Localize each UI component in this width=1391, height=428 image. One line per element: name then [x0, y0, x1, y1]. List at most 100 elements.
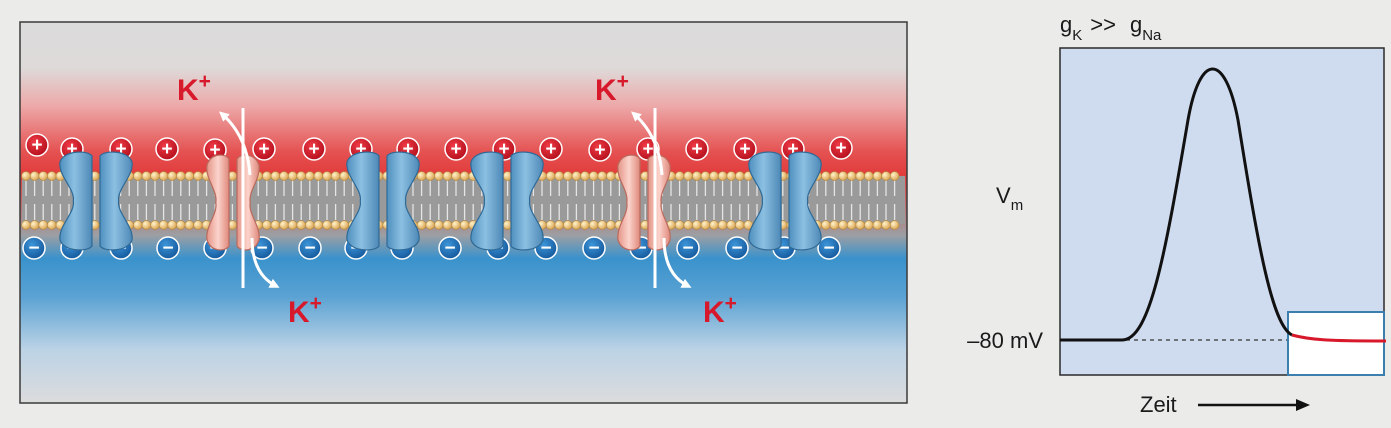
svg-text:+: + — [835, 138, 846, 159]
svg-text:+: + — [691, 139, 702, 160]
membrane-channel — [470, 151, 544, 251]
lipid-head — [296, 171, 306, 181]
lipid-head — [459, 171, 470, 181]
lipid-head — [193, 220, 203, 230]
lipid-head — [434, 171, 444, 181]
lipid-head — [735, 171, 745, 181]
anion: − — [725, 236, 749, 260]
svg-text:−: − — [444, 238, 455, 259]
after-hyperpolarization-box — [1287, 311, 1385, 376]
potassium-efflux: K+ K+ K+ K+ — [177, 70, 737, 329]
lipid-head — [683, 171, 693, 181]
lipid-head — [700, 220, 711, 230]
lipid-head — [262, 220, 272, 230]
lipid-head — [872, 171, 883, 181]
ion-label-inside: K+ — [703, 292, 737, 329]
lipid-head — [829, 220, 840, 230]
lipid-head — [279, 171, 289, 181]
svg-text:−: − — [304, 238, 315, 259]
svg-text:+: + — [739, 139, 750, 160]
lipid-head — [47, 171, 57, 181]
lipid-head — [29, 171, 40, 181]
lipid-head — [735, 220, 745, 230]
lipid-head — [563, 171, 573, 181]
lipid-head — [597, 220, 607, 230]
lipid-head — [571, 171, 582, 181]
membrane-panel: ++++++++++++++++++ −−−−−−−−−−−−−−−−−− K+… — [19, 21, 908, 404]
lipid-head — [150, 171, 160, 181]
anion: − — [676, 236, 700, 260]
graph-panel: gK >> gNa Vm –80 mV Zeit — [967, 12, 1387, 417]
svg-text:+: + — [545, 139, 556, 160]
lipid-head — [554, 220, 564, 230]
lipid-head — [889, 171, 900, 181]
svg-text:+: + — [642, 139, 653, 160]
svg-text:−: − — [588, 238, 599, 259]
lipid-head — [580, 220, 590, 230]
membrane-channel — [59, 151, 133, 251]
lipid-head — [554, 171, 564, 181]
lipid-head — [451, 171, 461, 181]
lipid-head — [683, 220, 693, 230]
efflux-arrow-out — [630, 111, 664, 176]
lipid-head — [709, 220, 719, 230]
lipid-head — [864, 220, 874, 230]
membrane-channel — [346, 151, 420, 251]
membrane-potential-axis-label: Vm — [996, 183, 1023, 214]
lipid-head — [133, 171, 143, 181]
svg-text:+: + — [594, 140, 605, 161]
lipid-head — [270, 171, 281, 181]
lipid-head — [838, 171, 848, 181]
after-hyperpolarization-trace — [1291, 333, 1387, 343]
lipid-head — [442, 220, 453, 230]
lipid-head — [821, 171, 831, 181]
lipid-head — [838, 220, 848, 230]
efflux-arrow-in — [250, 237, 280, 288]
anion: − — [22, 236, 46, 260]
lipid-head — [726, 171, 736, 181]
lipid-head — [717, 171, 728, 181]
svg-text:+: + — [308, 139, 319, 160]
lipid-head — [339, 220, 349, 230]
lipid-head — [416, 171, 427, 181]
lipid-head — [580, 171, 590, 181]
svg-text:+: + — [498, 139, 509, 160]
lipid-head — [38, 220, 48, 230]
lipid-head — [606, 171, 616, 181]
lipid-head — [133, 220, 143, 230]
lipid-head — [425, 220, 435, 230]
lipid-head — [330, 171, 341, 181]
lipid-head — [459, 220, 470, 230]
lipid-head — [339, 171, 349, 181]
lipid-head — [322, 171, 332, 181]
lipid-head — [167, 171, 177, 181]
svg-text:+: + — [402, 139, 413, 160]
lipid-head — [296, 220, 306, 230]
potassium-channel-flux-2: K+ K+ — [595, 70, 737, 329]
lipid-head — [279, 220, 289, 230]
cation: + — [829, 136, 853, 160]
lipid-head — [855, 220, 865, 230]
svg-text:−: − — [162, 238, 173, 259]
lipid-head — [717, 220, 728, 230]
cation: + — [733, 137, 757, 161]
lipid-head — [313, 220, 324, 230]
cation: + — [25, 133, 49, 157]
lipid-head — [425, 171, 435, 181]
membrane-channels — [59, 151, 822, 251]
svg-text:+: + — [31, 135, 42, 156]
lipid-head — [184, 220, 195, 230]
lipid-head — [872, 220, 883, 230]
lipid-head — [29, 220, 40, 230]
svg-text:+: + — [209, 140, 220, 161]
lipid-head — [176, 220, 186, 230]
lipid-head — [846, 171, 857, 181]
ion-label-outside: K+ — [595, 70, 629, 107]
lipid-head — [864, 171, 874, 181]
svg-text:+: + — [66, 139, 77, 160]
svg-text:−: − — [28, 238, 39, 259]
lipid-head — [881, 171, 891, 181]
lipid-head — [821, 220, 831, 230]
svg-text:+: + — [258, 139, 269, 160]
lipid-head — [588, 220, 599, 230]
